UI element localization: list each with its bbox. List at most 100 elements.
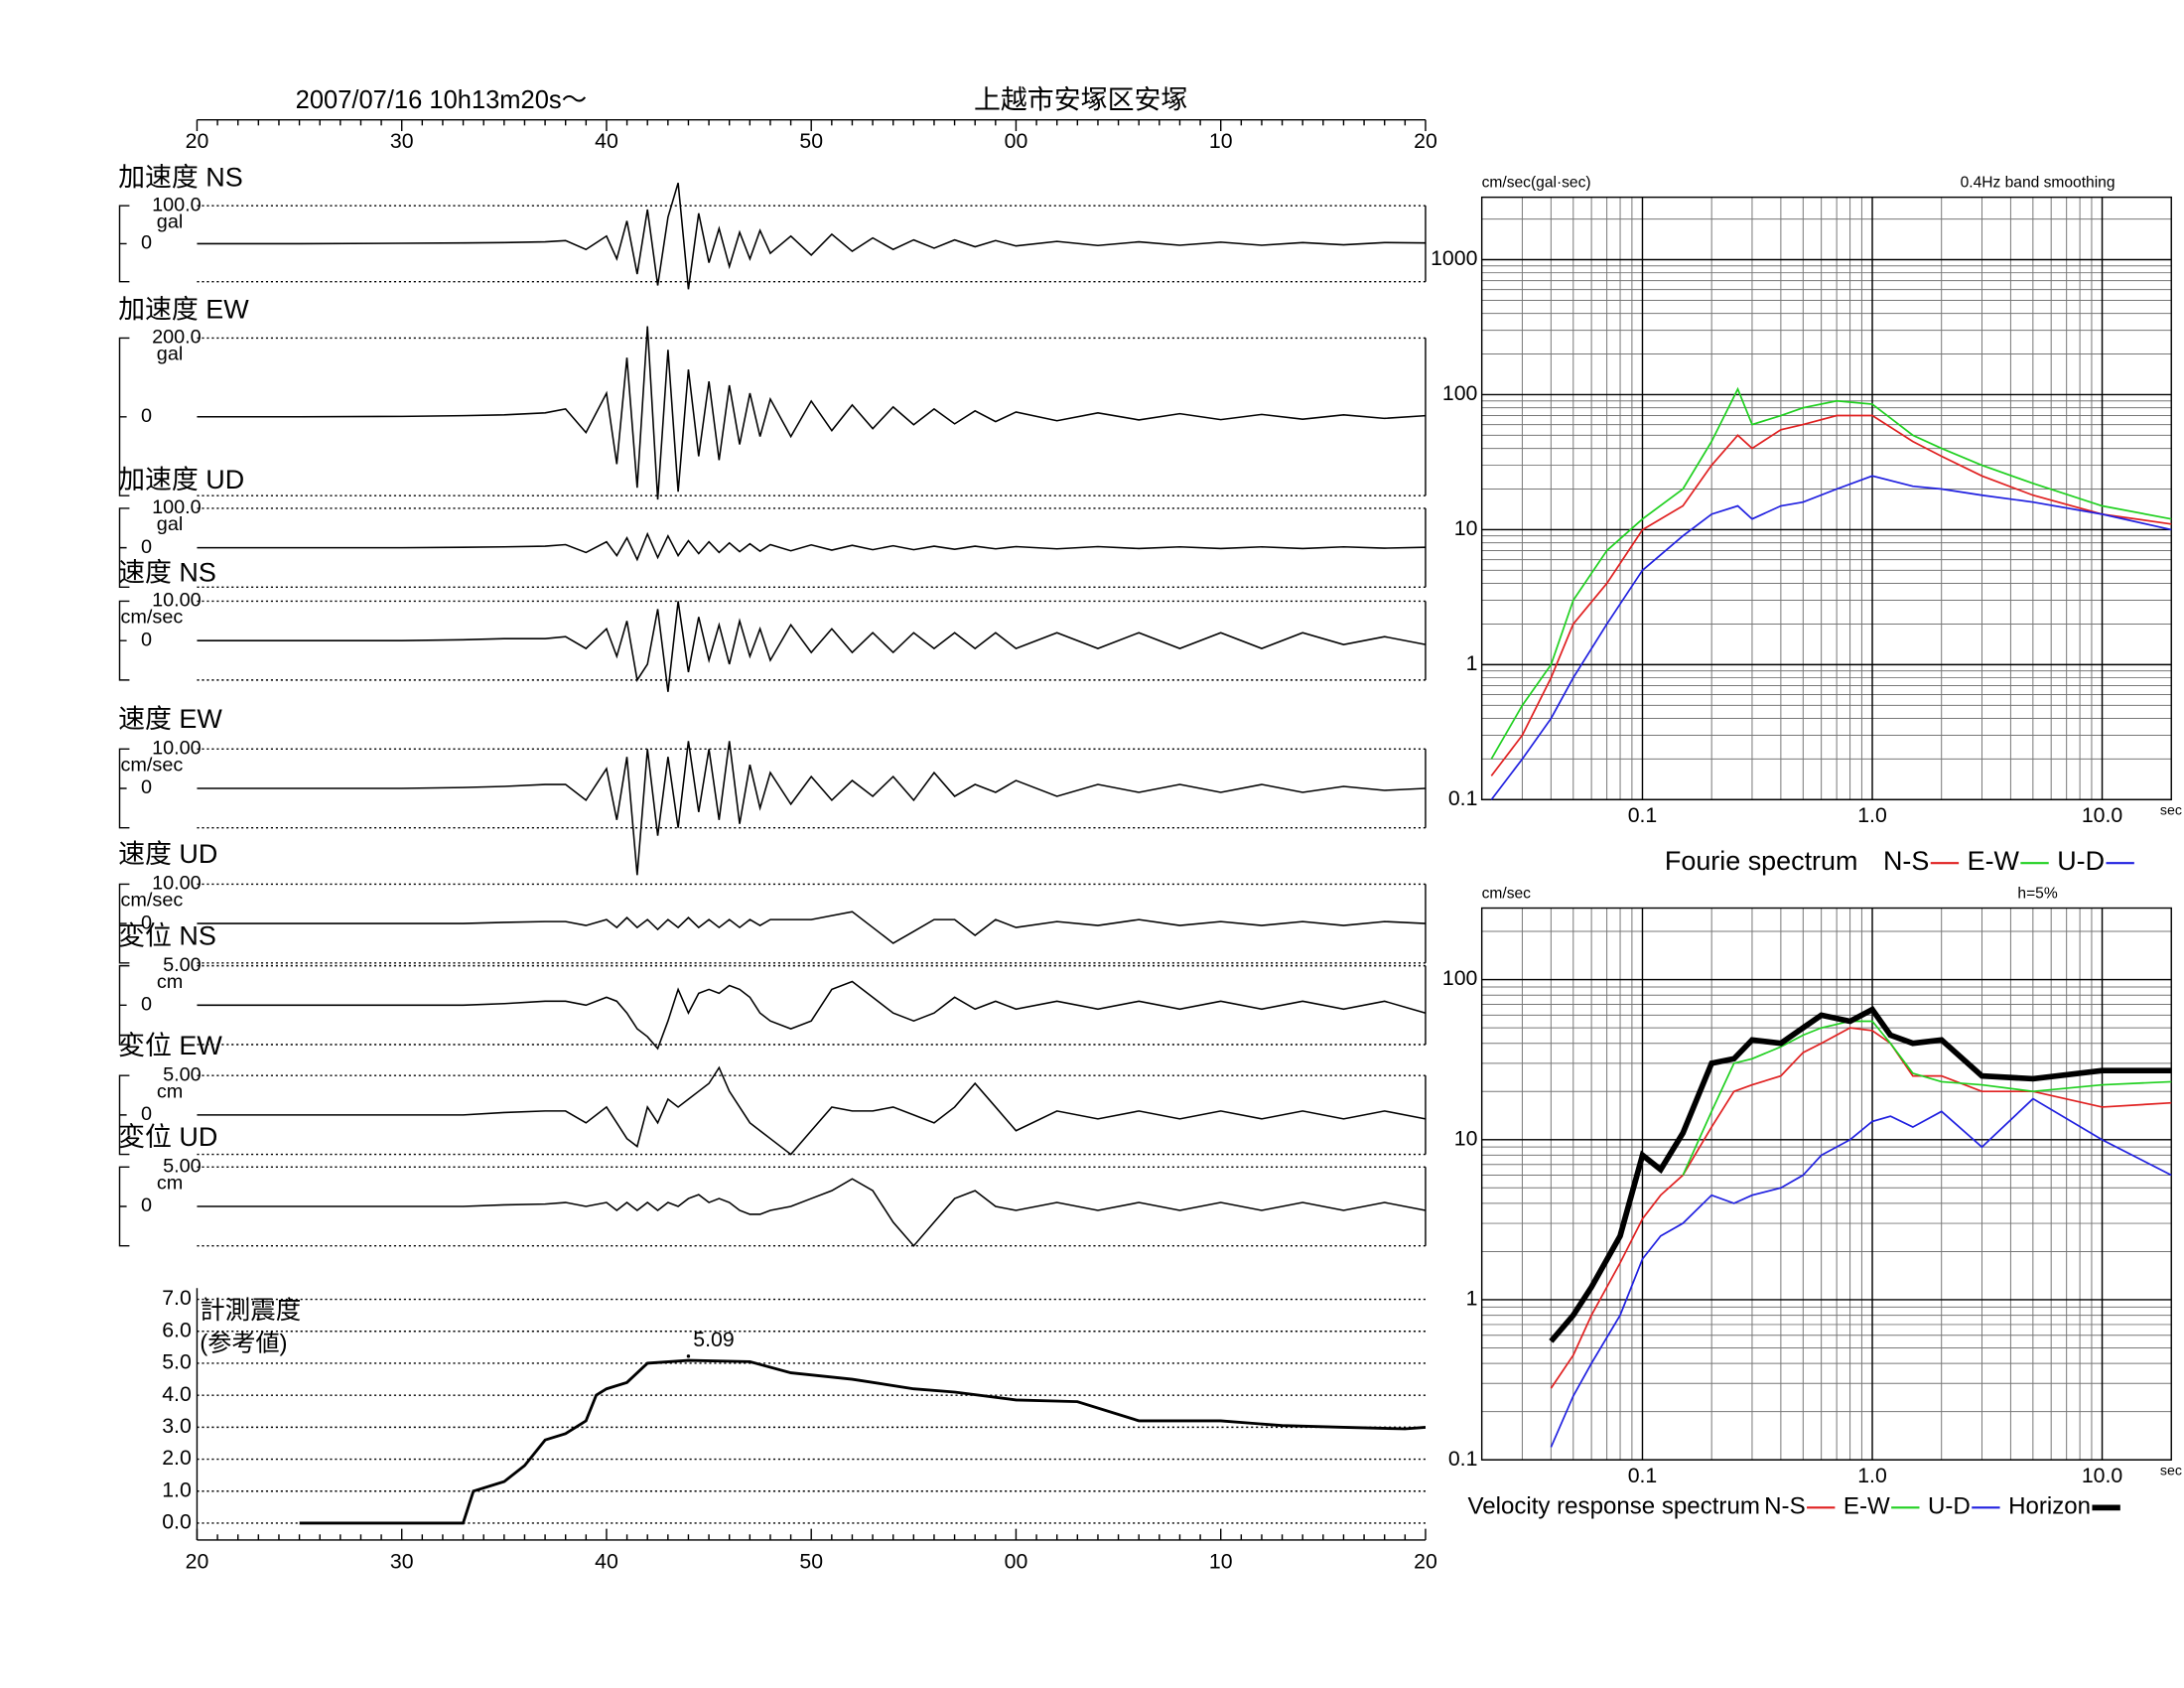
x-tick-label: 30 — [390, 1549, 414, 1573]
trace-bracket — [118, 1166, 130, 1247]
y-tick-label: 1 — [1466, 651, 1478, 675]
y-tick-label: 1000 — [1431, 246, 1477, 270]
y-tick-label: 10 — [1454, 516, 1478, 540]
waveform — [197, 741, 1426, 876]
subtitle: 2007/07/16 10h13m20s〜 — [296, 86, 587, 114]
title: 上越市安塚区安塚 — [974, 84, 1187, 114]
x-tick-label: 0.1 — [1628, 803, 1658, 827]
plot-frame — [1480, 196, 2172, 801]
unit-label: cm — [157, 1173, 183, 1195]
y-tick-label: 3.0 — [162, 1414, 192, 1438]
spectrum-line — [1490, 475, 2172, 800]
x-axis-label: sec — [2160, 802, 2182, 818]
waveform — [197, 601, 1427, 692]
waveform — [197, 980, 1427, 1051]
y-tick-label: 0 — [141, 536, 152, 558]
spectrum-line — [1550, 1097, 2172, 1448]
spectrum-line — [1682, 1020, 2172, 1176]
y-tick-label: 0.1 — [1448, 786, 1478, 810]
y-tick-label: 2.0 — [162, 1446, 192, 1470]
y-tick-label: 10.00 — [152, 590, 202, 612]
x-tick-label: 00 — [1005, 129, 1028, 153]
y-tick-label: 0.0 — [162, 1510, 192, 1534]
waveform — [197, 911, 1426, 944]
y-tick-label: 100 — [1442, 381, 1477, 405]
trace-label: 加速度 EW — [118, 295, 249, 325]
plot-frame — [1480, 907, 2172, 1461]
y-tick-label: 10 — [1454, 1126, 1478, 1150]
trace-bracket — [118, 748, 130, 829]
spectrum-line — [1490, 386, 2172, 760]
legend-label: U-D — [2057, 846, 2105, 876]
y-tick-label: 200.0 — [152, 327, 202, 349]
legend-label: N-S — [1764, 1493, 1805, 1520]
y-tick-label: 0 — [141, 912, 152, 933]
note: 0.4Hz band smoothing — [1961, 175, 2116, 192]
chart-subtitle: (参考値) — [200, 1330, 287, 1356]
y-tick-label: 10.00 — [152, 873, 202, 895]
y-tick-label: 4.0 — [162, 1382, 192, 1406]
waveform — [197, 1178, 1427, 1247]
y-tick-label: 0 — [141, 405, 152, 427]
note: h=5% — [2017, 885, 2057, 902]
trace-bracket — [118, 205, 130, 283]
y-tick-label: 0 — [141, 232, 152, 254]
x-tick-label: 10.0 — [2082, 803, 2122, 827]
y-tick-label: 100.0 — [152, 496, 202, 518]
y-tick-label: 100 — [1442, 966, 1477, 990]
unit-label: cm/sec — [120, 607, 183, 629]
unit-label: cm — [157, 1080, 183, 1102]
waveform — [197, 182, 1426, 290]
trace-label: 変位 EW — [118, 1031, 222, 1060]
trace-label: 速度 EW — [118, 704, 222, 734]
y-tick-label: 1.0 — [162, 1477, 192, 1501]
y-tick-label: 0 — [141, 994, 152, 1016]
y-tick-label: 1 — [1466, 1287, 1478, 1311]
legend-label: E-W — [1843, 1493, 1890, 1520]
x-tick-label: 40 — [595, 1549, 618, 1573]
legend-label: E-W — [1968, 846, 2020, 876]
unit-label: cm/sec — [120, 755, 183, 776]
trace-bracket — [118, 600, 130, 681]
trace-bracket — [118, 964, 130, 1046]
y-tick-label: 5.0 — [162, 1350, 192, 1374]
waveform — [197, 1065, 1427, 1156]
x-tick-label: 10.0 — [2082, 1464, 2122, 1487]
spectrum-line — [1490, 414, 2172, 776]
x-tick-label: 50 — [799, 129, 823, 153]
x-tick-label: 0.1 — [1628, 1464, 1658, 1487]
x-tick-label: 30 — [390, 129, 414, 153]
chart-title: 計測震度 — [200, 1297, 301, 1325]
spectrum-line — [1550, 1027, 2172, 1389]
unit-label: cm — [157, 971, 183, 993]
x-axis-label: sec — [2160, 1463, 2182, 1478]
spectrum-line — [1549, 1006, 2172, 1343]
y-tick-label: 6.0 — [162, 1318, 192, 1341]
x-tick-label: 00 — [1005, 1549, 1028, 1573]
x-tick-label: 10 — [1209, 1549, 1233, 1573]
trace-bracket — [118, 1074, 130, 1156]
annotation: 5.09 — [693, 1328, 734, 1351]
x-tick-label: 1.0 — [1857, 803, 1887, 827]
x-tick-label: 10 — [1209, 129, 1233, 153]
y-tick-label: 0 — [141, 1195, 152, 1216]
y-tick-label: 0 — [141, 629, 152, 650]
y-tick-label: 100.0 — [152, 194, 202, 215]
y-axis-label: cm/sec — [1482, 885, 1532, 902]
y-tick-label: 5.00 — [163, 954, 202, 976]
intensity-line — [299, 1358, 1427, 1525]
x-tick-label: 1.0 — [1857, 1464, 1887, 1487]
legend-title: Velocity response spectrum — [1467, 1493, 1759, 1520]
waveform — [197, 531, 1426, 562]
legend-label: N-S — [1883, 846, 1929, 876]
trace-bracket — [118, 507, 130, 589]
y-tick-label: 0.1 — [1448, 1447, 1478, 1471]
x-tick-label: 40 — [595, 129, 618, 153]
trace-label: 変位 NS — [118, 920, 216, 950]
x-tick-label: 20 — [186, 1549, 209, 1573]
x-tick-label: 20 — [1414, 1549, 1437, 1573]
x-tick-label: 20 — [186, 129, 209, 153]
y-tick-label: 7.0 — [162, 1286, 192, 1310]
y-tick-label: 10.00 — [152, 738, 202, 760]
